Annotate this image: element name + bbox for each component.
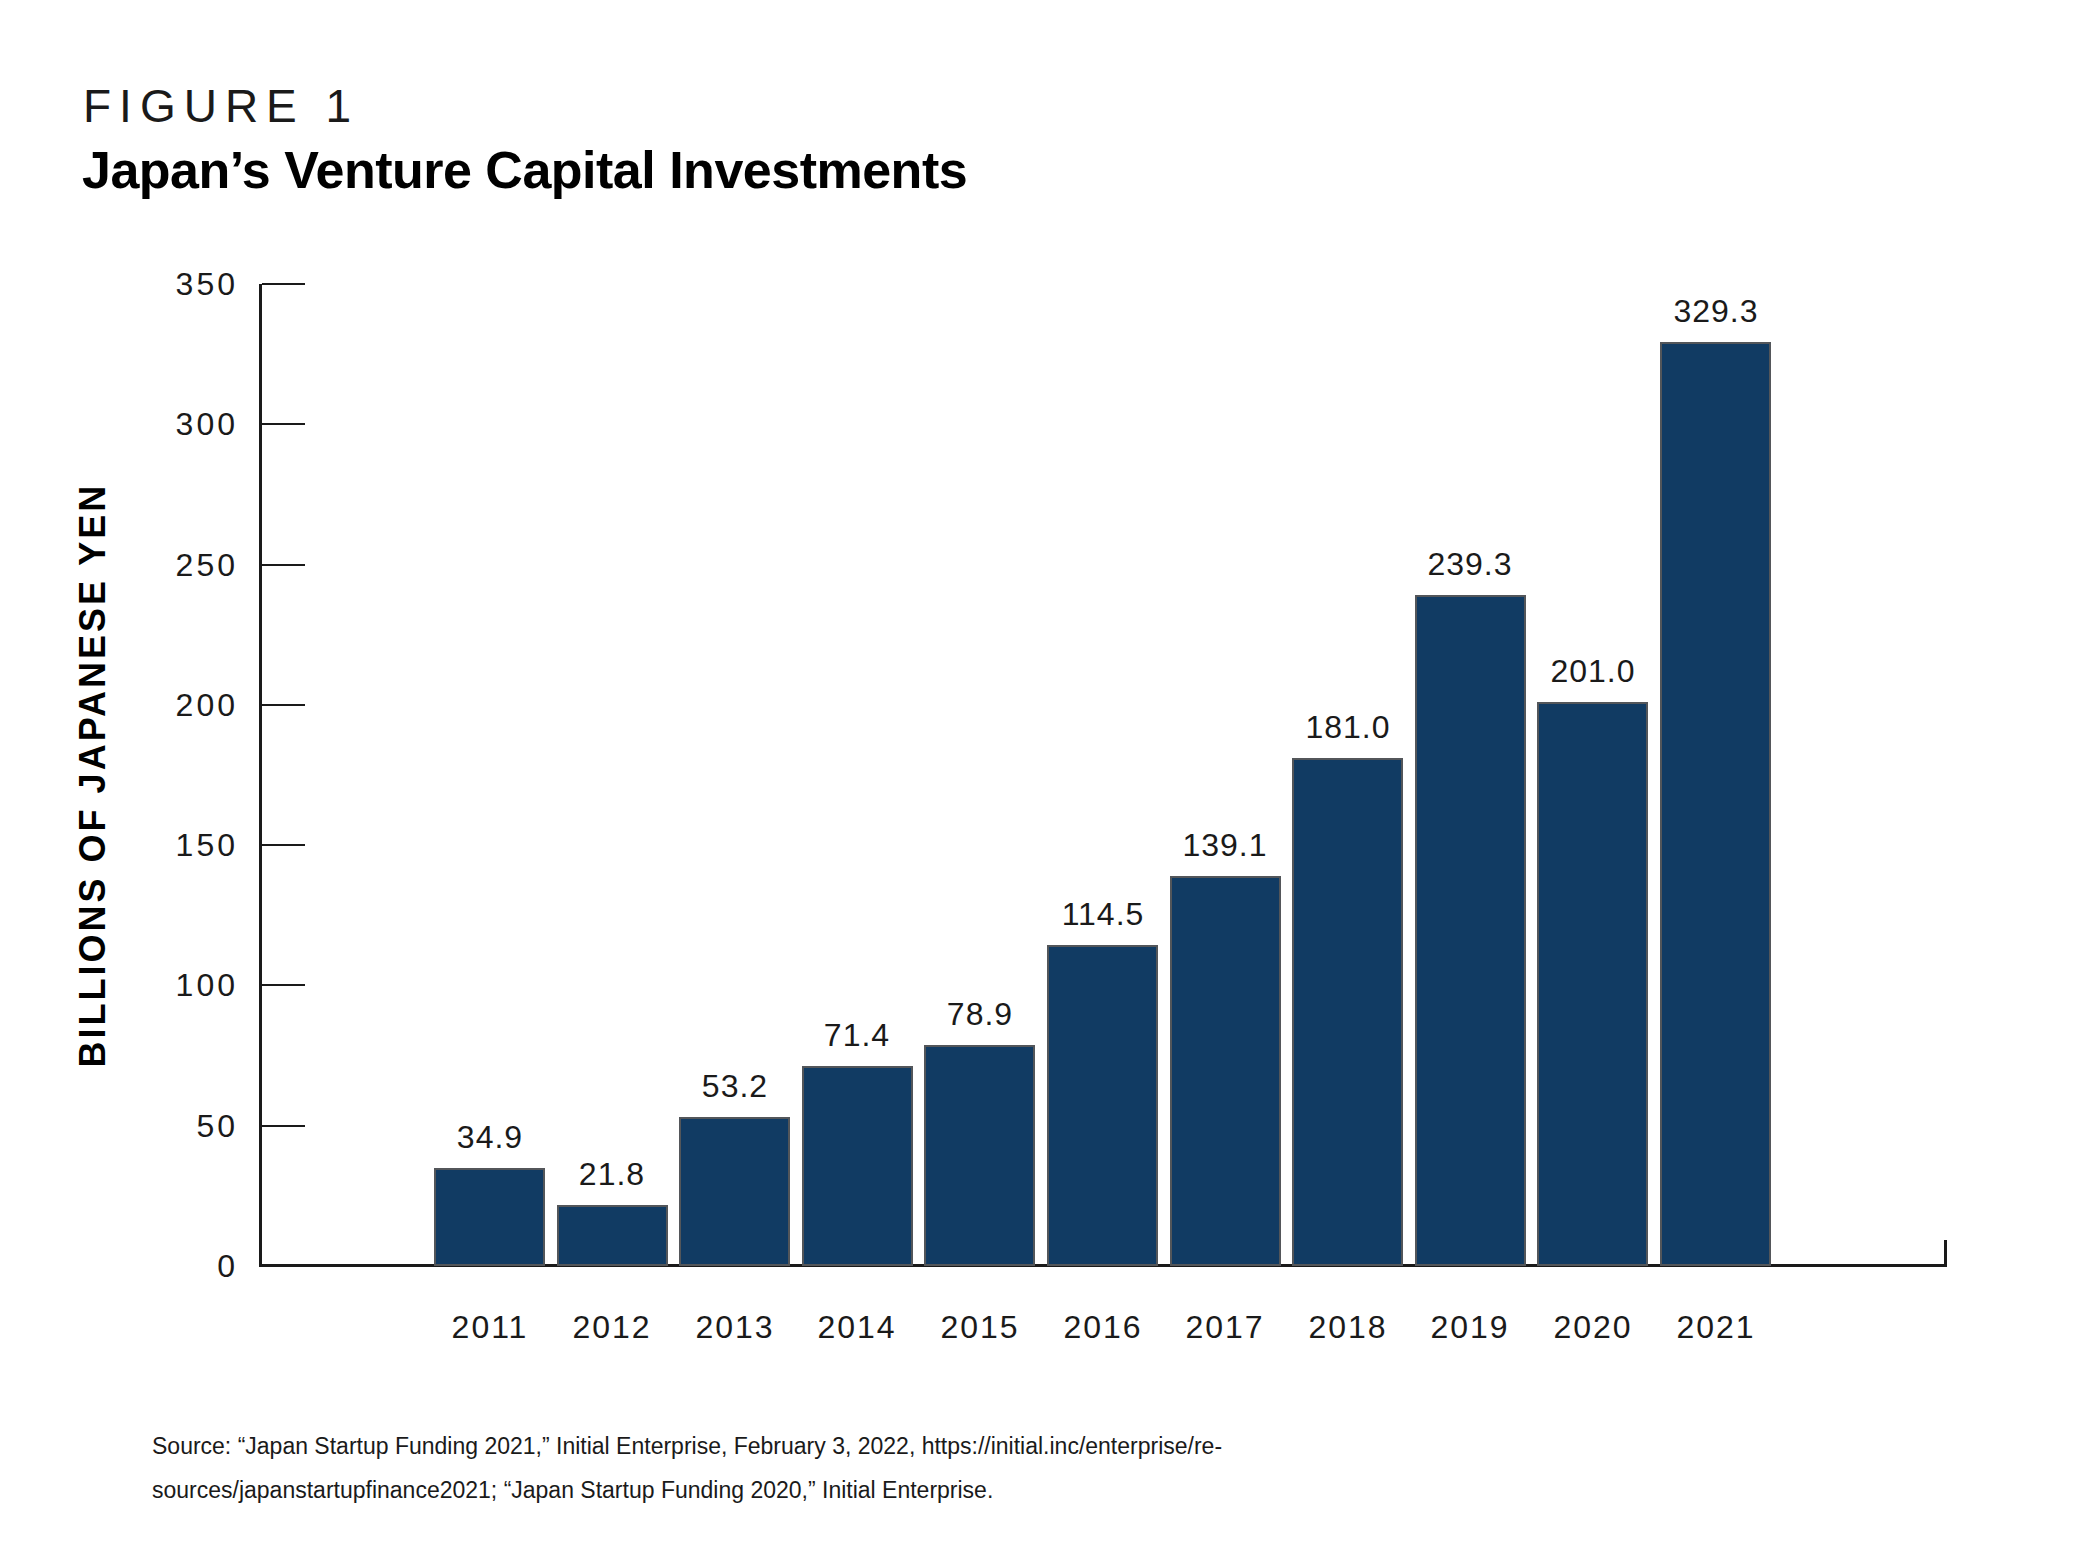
y-tick-label-200: 200 — [58, 686, 238, 724]
y-tick-label-350: 350 — [58, 265, 238, 303]
bar-2013 — [679, 1117, 790, 1266]
bar-2018 — [1292, 758, 1403, 1266]
bar-2017 — [1170, 876, 1281, 1266]
y-tick-label-250: 250 — [58, 546, 238, 584]
y-tick-label-150: 150 — [58, 826, 238, 864]
y-axis-line — [259, 284, 262, 1266]
figure-container: FIGURE 1 Japan’s Venture Capital Investm… — [0, 0, 2084, 1557]
y-tick-label-100: 100 — [58, 966, 238, 1004]
bar-value-label-2021: 329.3 — [1606, 292, 1826, 330]
y-tick-label-0: 0 — [58, 1247, 238, 1285]
bar-value-label-2011: 34.9 — [380, 1118, 600, 1156]
y-tick-mark-250 — [262, 564, 305, 566]
y-tick-label-50: 50 — [58, 1107, 238, 1145]
bar-2014 — [802, 1066, 913, 1266]
x-tick-label-2021: 2021 — [1606, 1308, 1826, 1346]
bar-2020 — [1537, 702, 1648, 1266]
x-axis-end-tick — [1944, 1240, 1947, 1266]
bar-2019 — [1415, 595, 1526, 1266]
bar-2012 — [557, 1205, 668, 1266]
y-tick-mark-300 — [262, 423, 305, 425]
bar-value-label-2019: 239.3 — [1360, 545, 1580, 583]
y-tick-mark-200 — [262, 704, 305, 706]
y-tick-label-300: 300 — [58, 405, 238, 443]
y-tick-mark-50 — [262, 1125, 305, 1127]
figure-number-label: FIGURE 1 — [83, 83, 359, 129]
y-tick-mark-100 — [262, 984, 305, 986]
source-line-2: sources/japanstartupfinance2021; “Japan … — [152, 1468, 1852, 1512]
chart-title: Japan’s Venture Capital Investments — [82, 142, 967, 199]
y-tick-mark-350 — [262, 283, 305, 285]
y-tick-mark-150 — [262, 844, 305, 846]
source-line-1: Source: “Japan Startup Funding 2021,” In… — [152, 1424, 1852, 1468]
bar-2015 — [924, 1045, 1035, 1266]
source-citation: Source: “Japan Startup Funding 2021,” In… — [152, 1424, 1852, 1512]
bar-2016 — [1047, 945, 1158, 1266]
bar-2021 — [1660, 342, 1771, 1266]
